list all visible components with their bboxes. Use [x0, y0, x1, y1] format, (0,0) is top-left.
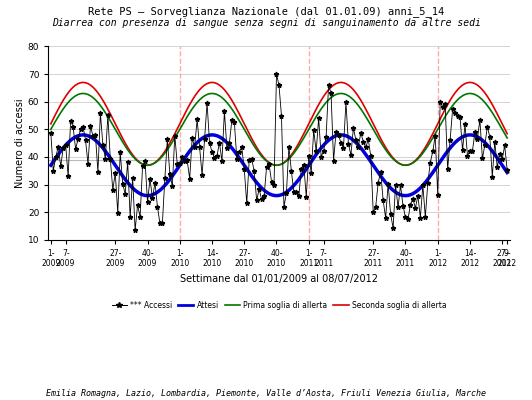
Text: Rete PS — Sorveglianza Nazionale (dal 01.01.09) anni_5_14: Rete PS — Sorveglianza Nazionale (dal 01… [88, 6, 444, 17]
Legend: *** Accessi, Attesi, Prima soglia di allerta, Seconda soglia di allerta: *** Accessi, Attesi, Prima soglia di all… [109, 298, 450, 313]
X-axis label: Settimane dal 01/01/2009 al 08/07/2012: Settimane dal 01/01/2009 al 08/07/2012 [180, 274, 378, 284]
Text: Emilia Romagna, Lazio, Lombardia, Piemonte, Valle d’Aosta, Friuli Venezia Giulia: Emilia Romagna, Lazio, Lombardia, Piemon… [46, 389, 486, 398]
Text: Diarrea con presenza di sangue senza segni di sanguinamento da altre sedi: Diarrea con presenza di sangue senza seg… [52, 18, 480, 28]
Y-axis label: Numero di accessi: Numero di accessi [15, 98, 25, 188]
